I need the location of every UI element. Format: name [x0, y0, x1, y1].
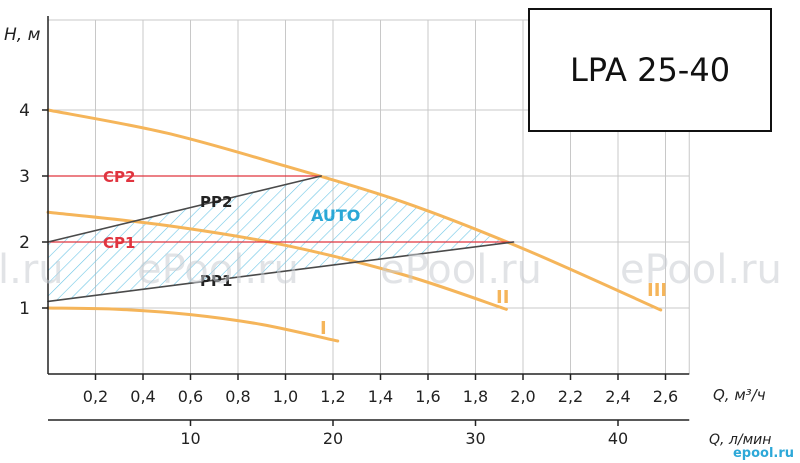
annotation-curve-ii: II [496, 287, 509, 308]
series-line-pp2 [47, 175, 322, 243]
x-tick-label: 2,2 [558, 387, 583, 406]
x-tick-label: 1,6 [415, 387, 440, 406]
series-line-pp1 [47, 241, 515, 303]
x-tick-label: 0,2 [83, 387, 108, 406]
series-line-iii [46, 108, 663, 312]
x-tick-label: 1,0 [273, 387, 298, 406]
x2-tick-label: 20 [323, 429, 343, 448]
watermark: ePool.ru [620, 247, 782, 293]
y-tick-label: 4 [19, 101, 30, 121]
x2-tick-label: 40 [608, 429, 628, 448]
auto-region [48, 176, 514, 302]
annotation-pp2: PP2 [200, 193, 232, 211]
x-tick-label: 1,4 [368, 387, 393, 406]
annotation-auto: AUTO [311, 206, 360, 225]
watermark: ePool.ru [137, 247, 299, 293]
model-label-box: LPA 25-40 [528, 8, 772, 132]
model-label: LPA 25-40 [569, 51, 731, 89]
x-tick-label: 0,8 [225, 387, 250, 406]
x-tick-label: 0,6 [178, 387, 203, 406]
y-tick-label: 2 [19, 233, 30, 253]
x-tick-label: 0,4 [130, 387, 155, 406]
corner-watermark: epool.ru [732, 446, 794, 461]
watermark: ePool.ru [380, 247, 542, 293]
x-tick-label: 1,8 [463, 387, 488, 406]
x-tick-label: 2,6 [653, 387, 678, 406]
annotation-pp1: PP1 [200, 272, 232, 290]
annotation-curve-iii: III [647, 280, 667, 301]
y-tick-label: 3 [19, 167, 30, 187]
x2-tick-label: 10 [180, 429, 200, 448]
x2-axis-title: Q, л/мин [709, 432, 771, 448]
y-tick-label: 1 [19, 299, 30, 319]
annotation-curve-i: I [320, 318, 327, 339]
series-line-ii [46, 210, 508, 311]
x2-tick-label: 30 [465, 429, 485, 448]
watermark: l.ru [0, 247, 64, 293]
x-axis-title: Q, м³/ч [713, 386, 766, 404]
series-line-i [46, 306, 340, 343]
annotation-cp2: CP2 [103, 168, 135, 186]
x-tick-label: 2,0 [510, 387, 535, 406]
x-tick-label: 2,4 [605, 387, 630, 406]
y-axis-title: H, м [4, 25, 41, 45]
x-tick-label: 1,2 [320, 387, 345, 406]
annotation-cp1: CP1 [103, 234, 135, 252]
